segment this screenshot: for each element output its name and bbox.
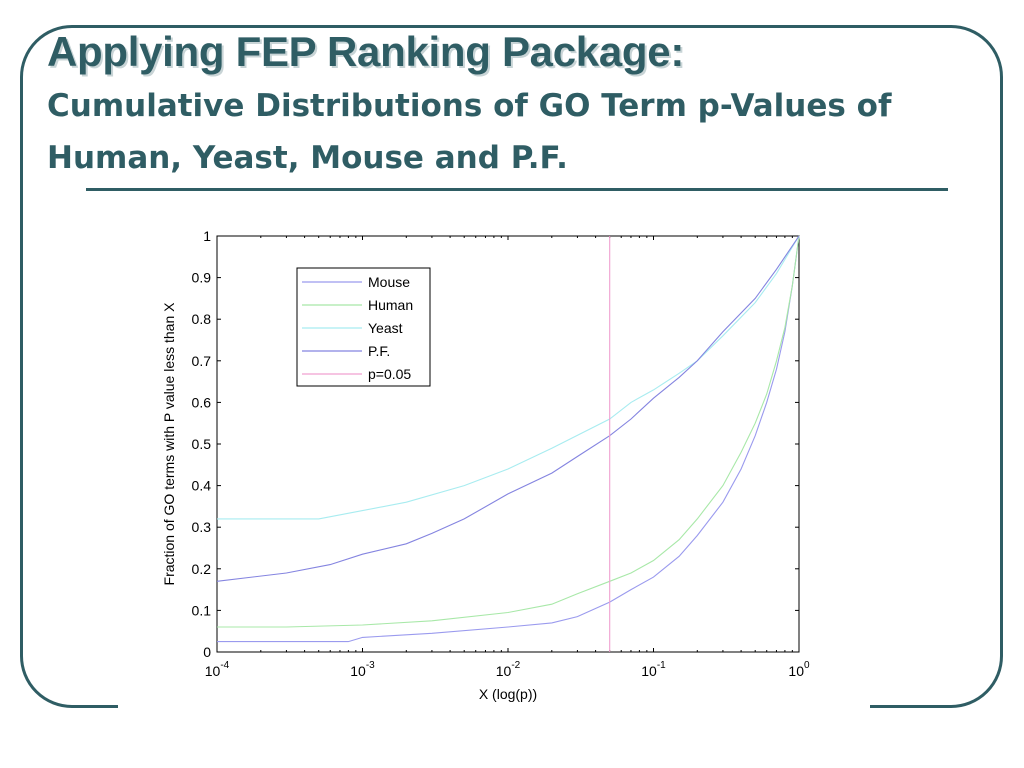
- y-tick-label: 0.2: [192, 561, 212, 577]
- legend-label-p-0-05: p=0.05: [368, 366, 411, 382]
- x-axis-label: X (log(p)): [479, 686, 537, 702]
- legend-label-yeast: Yeast: [368, 320, 403, 336]
- legend-label-p-f: P.F.: [368, 343, 390, 359]
- x-tick-label: 10-1: [641, 660, 666, 679]
- series-line-p-f: [216, 235, 800, 582]
- legend-label-human: Human: [368, 297, 413, 313]
- x-tick-label: 10-4: [205, 660, 230, 679]
- tick-labels: 0 0.1 0.2 0.3 0.4 0.5 0.6 0.7 0.8 0.9 1 10-4 10-3 10-…: [192, 228, 810, 679]
- axis-ticks: [216, 235, 800, 653]
- x-tick-label: 100: [788, 660, 810, 679]
- x-tick-label: 10-2: [496, 660, 521, 679]
- y-tick-label: 0.8: [192, 311, 212, 327]
- y-axis-label: Fraction of GO terms with P value less t…: [161, 302, 177, 586]
- series-line-human: [217, 235, 800, 628]
- slide-subtitle: Cumulative Distributions of GO Term p-Va…: [47, 88, 892, 176]
- y-tick-label: 0.5: [192, 436, 212, 452]
- series-lines: [216, 235, 800, 652]
- series-line-yeast: [217, 235, 800, 520]
- y-tick-label: 0: [203, 644, 211, 660]
- series-line-mouse: [217, 235, 800, 643]
- x-tick-label: 10-3: [350, 660, 375, 679]
- y-tick-label: 0.3: [192, 519, 212, 535]
- y-tick-label: 0.9: [192, 270, 212, 286]
- y-tick-label: 1: [203, 228, 211, 244]
- legend: Mouse Human Yeast P.F. p=0.05: [296, 267, 431, 387]
- y-tick-label: 0.7: [192, 353, 212, 369]
- y-tick-label: 0.6: [192, 394, 212, 410]
- frame-gap: [118, 702, 870, 712]
- legend-box: [296, 267, 431, 387]
- legend-label-mouse: Mouse: [368, 274, 410, 290]
- title-rule: [86, 188, 948, 191]
- y-tick-label: 0.1: [192, 602, 212, 618]
- slide-title: Applying FEP Ranking Package:: [47, 28, 685, 75]
- y-tick-label: 0.4: [192, 478, 212, 494]
